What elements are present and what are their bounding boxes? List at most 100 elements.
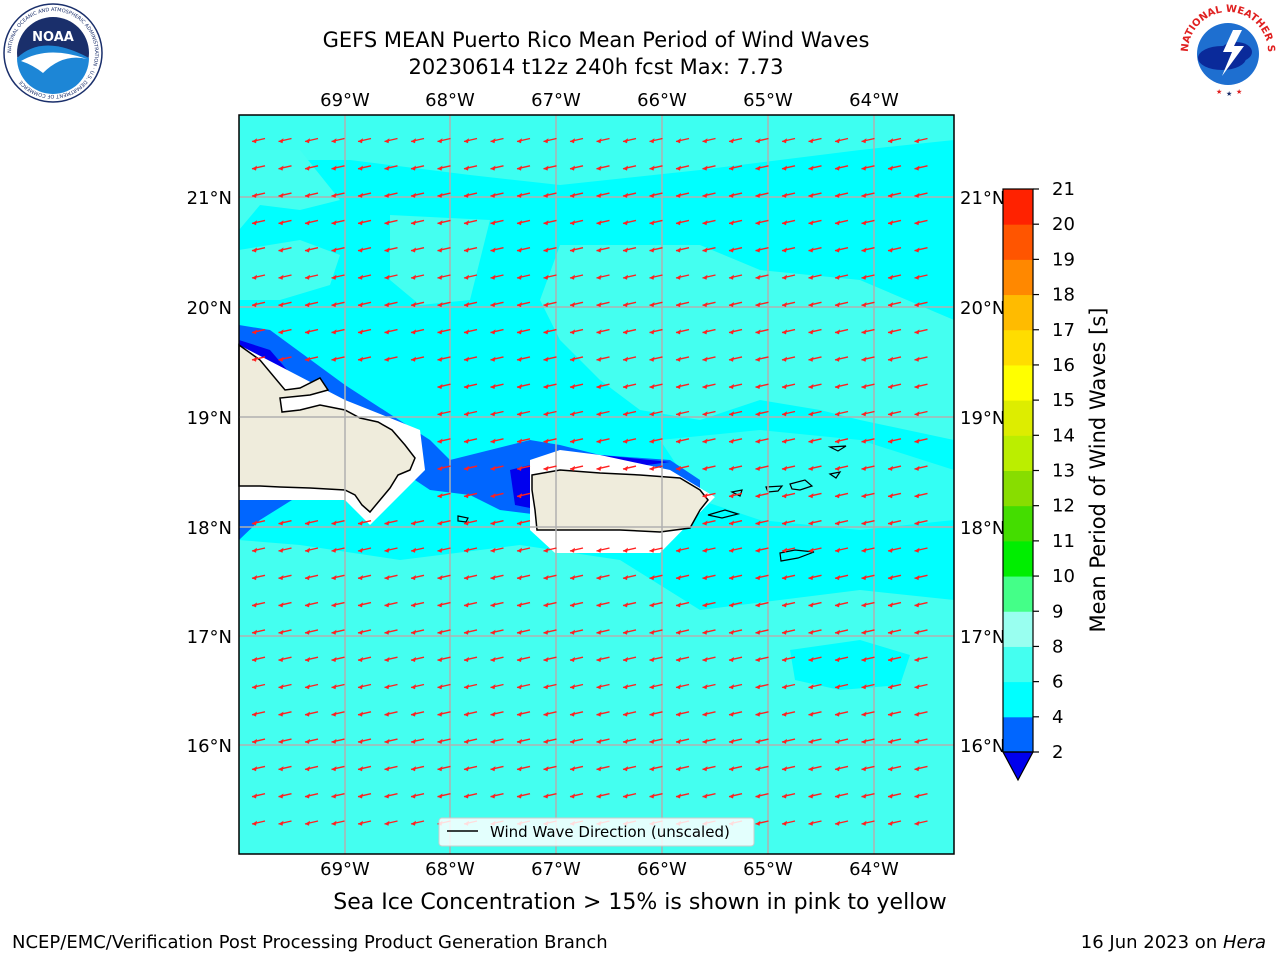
wave-direction-arrow xyxy=(251,656,266,662)
wave-direction-arrow xyxy=(569,192,584,198)
wave-direction-arrow xyxy=(437,165,451,171)
colorbar-tick-label: 20 xyxy=(1052,214,1075,235)
colorbar-label: Mean Period of Wind Waves [s] xyxy=(1086,308,1110,633)
wave-direction-arrow xyxy=(357,765,372,772)
wave-direction-arrow xyxy=(304,247,319,253)
wave-direction-arrow xyxy=(914,547,928,553)
colorbar-tick-label: 19 xyxy=(1052,249,1075,270)
wave-direction-arrow xyxy=(516,656,531,662)
wave-direction-arrow xyxy=(384,574,398,581)
wave-direction-arrow xyxy=(834,438,849,444)
wave-direction-arrow xyxy=(808,738,822,744)
period-zone xyxy=(239,540,954,854)
colorbar-segment xyxy=(1003,189,1033,225)
wave-direction-arrow xyxy=(251,629,266,635)
wave-direction-arrow xyxy=(649,165,663,171)
hispaniola-land xyxy=(238,343,416,514)
wave-direction-arrow xyxy=(569,465,584,471)
wave-direction-arrow xyxy=(331,656,345,662)
colorbar-segment xyxy=(1003,224,1033,260)
wave-direction-arrow xyxy=(463,765,478,772)
wave-direction-arrow xyxy=(914,383,928,389)
wave-direction-arrow xyxy=(781,656,796,662)
wave-direction-arrow xyxy=(914,410,928,417)
wave-direction-arrow xyxy=(596,247,610,253)
wave-direction-arrow xyxy=(516,629,531,635)
wave-direction-arrow xyxy=(437,492,451,499)
wave-direction-arrow xyxy=(887,683,902,690)
colorbar-tick-label: 12 xyxy=(1052,496,1075,517)
wave-direction-arrow xyxy=(781,219,796,226)
wave-direction-arrow xyxy=(861,601,875,608)
wave-direction-arrow xyxy=(516,547,531,553)
wave-direction-arrow xyxy=(278,738,292,744)
footer-machine: Hera xyxy=(1222,932,1266,953)
wave-direction-arrow xyxy=(463,247,478,253)
colorbar-segment xyxy=(1003,716,1033,753)
wave-direction-arrow xyxy=(437,137,451,144)
wave-direction-arrow xyxy=(516,765,531,772)
wave-direction-arrow xyxy=(675,274,690,280)
wave-direction-arrow xyxy=(702,165,716,171)
wave-direction-arrow xyxy=(887,520,902,526)
lat-label-right: 20°N xyxy=(960,298,1005,319)
wave-direction-arrow xyxy=(278,683,292,690)
wave-direction-arrow xyxy=(304,765,319,772)
wave-direction-arrow xyxy=(728,656,743,662)
wave-direction-arrow xyxy=(649,328,663,335)
wave-direction-arrow xyxy=(755,137,769,144)
colorbar-segment xyxy=(1003,646,1033,683)
wave-direction-arrow xyxy=(569,656,584,662)
wave-direction-arrow xyxy=(808,629,822,635)
wave-direction-arrow xyxy=(596,438,610,444)
wave-direction-arrow xyxy=(543,765,557,772)
wave-direction-arrow xyxy=(490,301,504,308)
wave-direction-arrow xyxy=(808,356,822,362)
wave-direction-arrow xyxy=(490,683,504,690)
wave-direction-arrow xyxy=(649,793,663,799)
wave-direction-arrow xyxy=(357,520,372,526)
wave-direction-arrow xyxy=(304,165,319,171)
wave-direction-arrow xyxy=(410,520,425,526)
wave-direction-arrow xyxy=(463,301,478,308)
wave-direction-arrow xyxy=(914,793,928,799)
wave-direction-arrow xyxy=(702,383,716,389)
colorbar-tick-label: 10 xyxy=(1052,566,1075,587)
wave-direction-arrow xyxy=(861,738,875,744)
wave-direction-arrow xyxy=(543,601,557,608)
wave-direction-arrow xyxy=(357,711,372,717)
wave-direction-arrow xyxy=(622,274,637,280)
wave-direction-arrow xyxy=(357,328,372,335)
wave-direction-arrow xyxy=(808,820,822,826)
wave-direction-arrow xyxy=(675,410,690,417)
lon-label-top: 67°W xyxy=(531,90,581,111)
wave-direction-arrow xyxy=(543,547,557,553)
wave-direction-arrow xyxy=(781,301,796,308)
wave-direction-arrow xyxy=(755,274,769,280)
wave-direction-arrow xyxy=(755,711,769,717)
wave-direction-arrow xyxy=(808,656,822,662)
wave-direction-arrow xyxy=(304,656,319,662)
wave-direction-arrow xyxy=(490,656,504,662)
wave-direction-arrow xyxy=(596,465,610,471)
wave-direction-arrow xyxy=(304,137,319,144)
wave-direction-arrow xyxy=(755,247,769,253)
wave-direction-arrow xyxy=(331,247,345,253)
wave-direction-arrow xyxy=(410,683,425,690)
wave-direction-arrow xyxy=(649,574,663,581)
wave-direction-arrow xyxy=(278,765,292,772)
wave-direction-arrow xyxy=(569,438,584,444)
svg-text:★: ★ xyxy=(1236,88,1242,96)
wave-direction-arrow xyxy=(781,192,796,198)
wave-direction-arrow xyxy=(622,356,637,362)
wave-direction-arrow xyxy=(463,547,478,553)
wave-direction-arrow xyxy=(410,793,425,799)
footer-date-text: 16 Jun 2023 on xyxy=(1080,932,1223,953)
wave-direction-arrow xyxy=(808,765,822,772)
wave-direction-arrow xyxy=(543,383,557,389)
lon-label-bottom: 67°W xyxy=(531,859,581,880)
wave-direction-arrow xyxy=(887,247,902,253)
wave-direction-arrow xyxy=(755,820,769,826)
wave-direction-arrow xyxy=(622,574,637,581)
chart-title-line1: GEFS MEAN Puerto Rico Mean Period of Win… xyxy=(322,28,870,52)
